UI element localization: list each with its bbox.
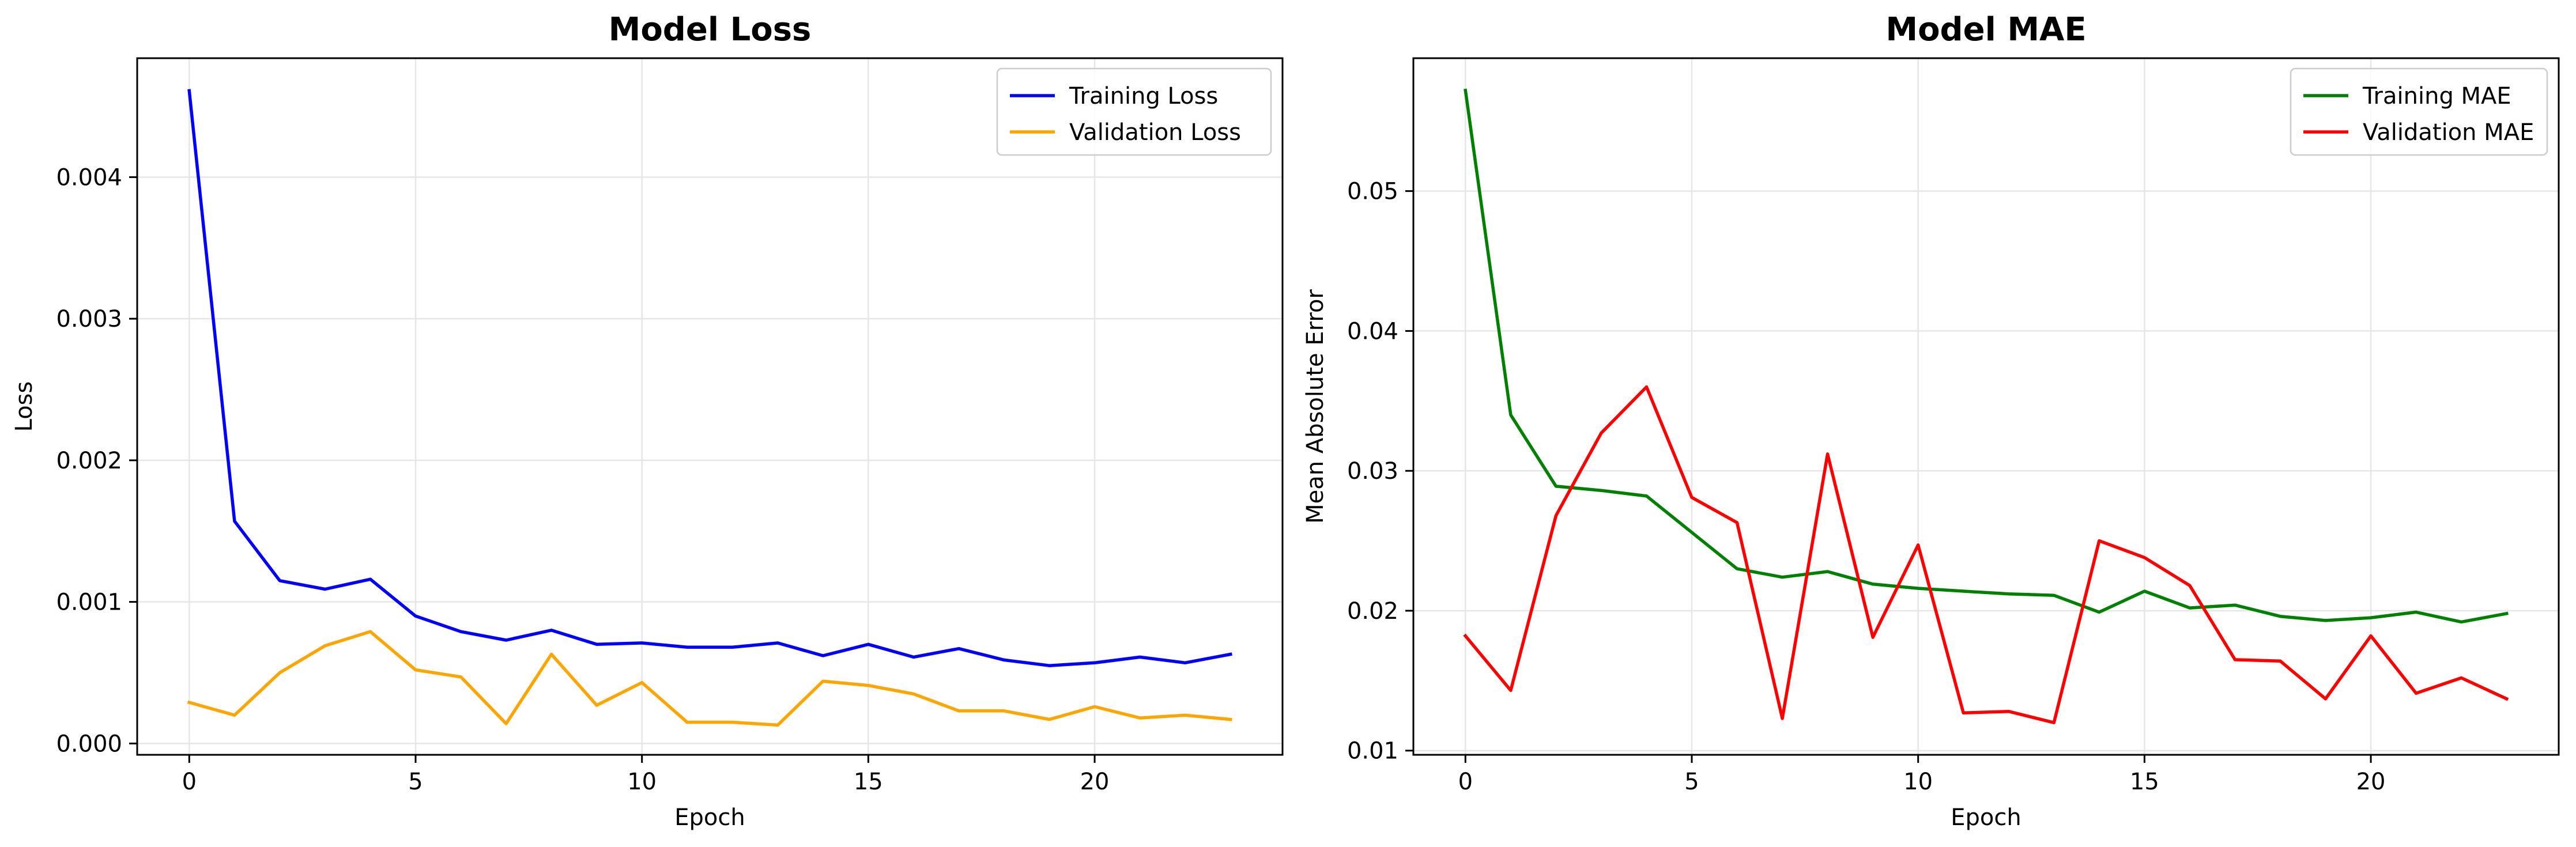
legend: Training MAE Validation MAE <box>2290 67 2548 156</box>
legend-label: Validation MAE <box>2363 119 2534 146</box>
x-tick-label: 0 <box>182 769 197 795</box>
chart-title: Model MAE <box>1885 11 2086 48</box>
x-tick-label: 5 <box>408 769 423 795</box>
y-tick-label: 0.02 <box>1347 598 1398 625</box>
plot-frame <box>136 57 1284 756</box>
x-axis-label: Epoch <box>674 804 745 831</box>
x-tick-label: 20 <box>1080 769 1110 795</box>
chart-title: Model Loss <box>609 11 812 48</box>
chart-panel-2: 0 5 10 15 20 0.01 0.02 0.03 0.04 0.05 Model MAE Epo… <box>1302 11 2560 831</box>
y-tick-label: 0.002 <box>56 448 122 474</box>
y-tick-label: 0.03 <box>1347 458 1398 485</box>
legend-label: Training MAE <box>2362 83 2511 109</box>
series-line-training-loss <box>187 89 1232 667</box>
series-line-validation-loss <box>187 630 1232 727</box>
y-tick-label: 0.05 <box>1347 179 1398 205</box>
y-tick-label: 0.04 <box>1347 318 1398 345</box>
legend-label: Training Loss <box>1069 83 1218 109</box>
y-tick-label: 0.004 <box>56 164 122 191</box>
x-tick-label: 10 <box>627 769 657 795</box>
legend-box <box>2290 67 2548 156</box>
x-tick-label: 10 <box>1903 769 1933 795</box>
legend-box <box>996 67 1272 156</box>
x-tick-label: 5 <box>1684 769 1699 795</box>
y-axis-label: Loss <box>11 381 37 432</box>
x-tick-label: 15 <box>854 769 883 795</box>
x-tick-label: 0 <box>1458 769 1473 795</box>
chart-panel-1: 0 5 10 15 20 0.000 0.001 0.002 0.003 0.004 Model L… <box>11 11 1284 831</box>
y-axis-label: Mean Absolute Error <box>1302 289 1329 524</box>
series-line-validation-mae <box>1463 385 2509 724</box>
plot-frame <box>1412 57 2560 756</box>
x-tick-label: 20 <box>2356 769 2386 795</box>
legend: Training Loss Validation Loss <box>996 67 1272 156</box>
x-axis-label: Epoch <box>1951 804 2021 831</box>
legend-label: Validation Loss <box>1069 119 1241 146</box>
y-tick-label: 0.001 <box>56 589 122 616</box>
y-tick-label: 0.01 <box>1347 738 1398 765</box>
x-tick-label: 15 <box>2130 769 2159 795</box>
y-tick-label: 0.003 <box>56 306 122 332</box>
series-line-training-mae <box>1464 88 2509 624</box>
y-tick-label: 0.000 <box>56 731 122 757</box>
